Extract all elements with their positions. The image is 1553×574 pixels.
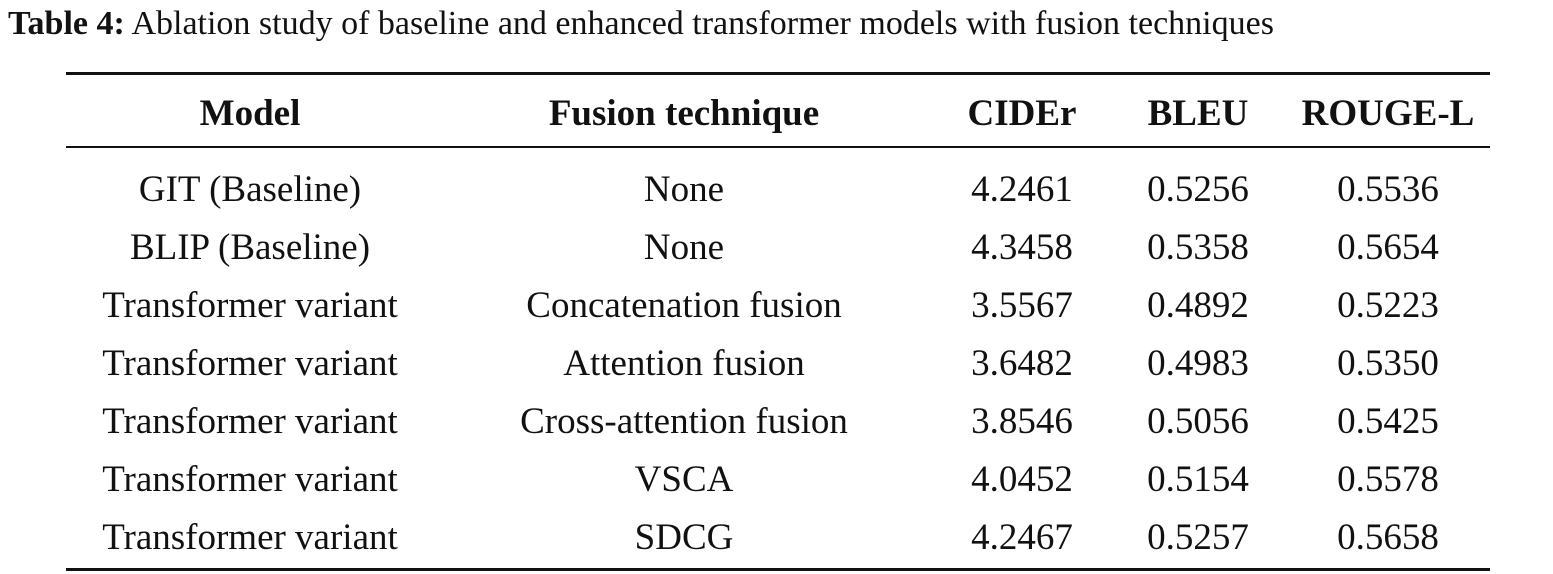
table-label: Table 4: [8,5,125,42]
cell-cider: 4.2461 [971,168,1073,210]
cell-bleu: 0.5256 [1147,168,1249,210]
table-row: Transformer variant SDCG 4.2467 0.5257 0… [66,508,1490,566]
cell-model: GIT (Baseline) [138,168,362,210]
header-rouge-l: ROUGE-L [1301,92,1475,134]
table-top-rule [66,72,1490,75]
table-caption-text: Ablation study of baseline and enhanced … [131,5,1274,42]
cell-model: Transformer variant [102,458,398,500]
cell-cider: 3.5567 [971,284,1073,326]
cell-rouge-l: 0.5223 [1337,284,1439,326]
cell-rouge-l: 0.5654 [1337,226,1439,268]
table-row: BLIP (Baseline) None 4.3458 0.5358 0.565… [66,218,1490,276]
header-bleu: BLEU [1147,92,1249,134]
cell-model: BLIP (Baseline) [129,226,371,268]
cell-model: Transformer variant [102,516,398,558]
table-header-row: Model Fusion technique CIDEr BLEU ROUGE-… [66,72,1490,148]
cell-cider: 4.0452 [971,458,1073,500]
table-row: Transformer variant Cross-attention fusi… [66,392,1490,450]
cell-fusion: VSCA [634,458,734,500]
table-row: Transformer variant VSCA 4.0452 0.5154 0… [66,450,1490,508]
table-row: Transformer variant Attention fusion 3.6… [66,334,1490,392]
cell-bleu: 0.4892 [1147,284,1249,326]
table-row: GIT (Baseline) None 4.2461 0.5256 0.5536 [66,148,1490,218]
cell-bleu: 0.5154 [1147,458,1249,500]
cell-rouge-l: 0.5658 [1337,516,1439,558]
cell-fusion: Concatenation fusion [526,284,842,326]
results-table: Model Fusion technique CIDEr BLEU ROUGE-… [66,72,1490,566]
cell-model: Transformer variant [102,342,398,384]
cell-rouge-l: 0.5536 [1337,168,1439,210]
table-row: Transformer variant Concatenation fusion… [66,276,1490,334]
cell-fusion: Cross-attention fusion [520,400,848,442]
cell-cider: 4.2467 [971,516,1073,558]
table-bottom-rule [66,568,1490,571]
cell-cider: 4.3458 [971,226,1073,268]
cell-cider: 3.8546 [971,400,1073,442]
cell-rouge-l: 0.5578 [1337,458,1439,500]
cell-model: Transformer variant [102,284,398,326]
cell-fusion: SDCG [634,516,734,558]
cell-bleu: 0.4983 [1147,342,1249,384]
cell-rouge-l: 0.5425 [1337,400,1439,442]
cell-cider: 3.6482 [971,342,1073,384]
cell-bleu: 0.5358 [1147,226,1249,268]
cell-model: Transformer variant [102,400,398,442]
cell-fusion: None [643,226,725,268]
header-cider: CIDEr [967,92,1077,134]
cell-fusion: Attention fusion [563,342,805,384]
table-header-rule [66,146,1490,148]
cell-rouge-l: 0.5350 [1337,342,1439,384]
cell-bleu: 0.5056 [1147,400,1249,442]
header-model: Model [199,92,301,134]
header-fusion-technique: Fusion technique [548,92,820,134]
cell-bleu: 0.5257 [1147,516,1249,558]
cell-fusion: None [643,168,725,210]
table-caption: Table 4: Ablation study of baseline and … [8,4,1548,44]
